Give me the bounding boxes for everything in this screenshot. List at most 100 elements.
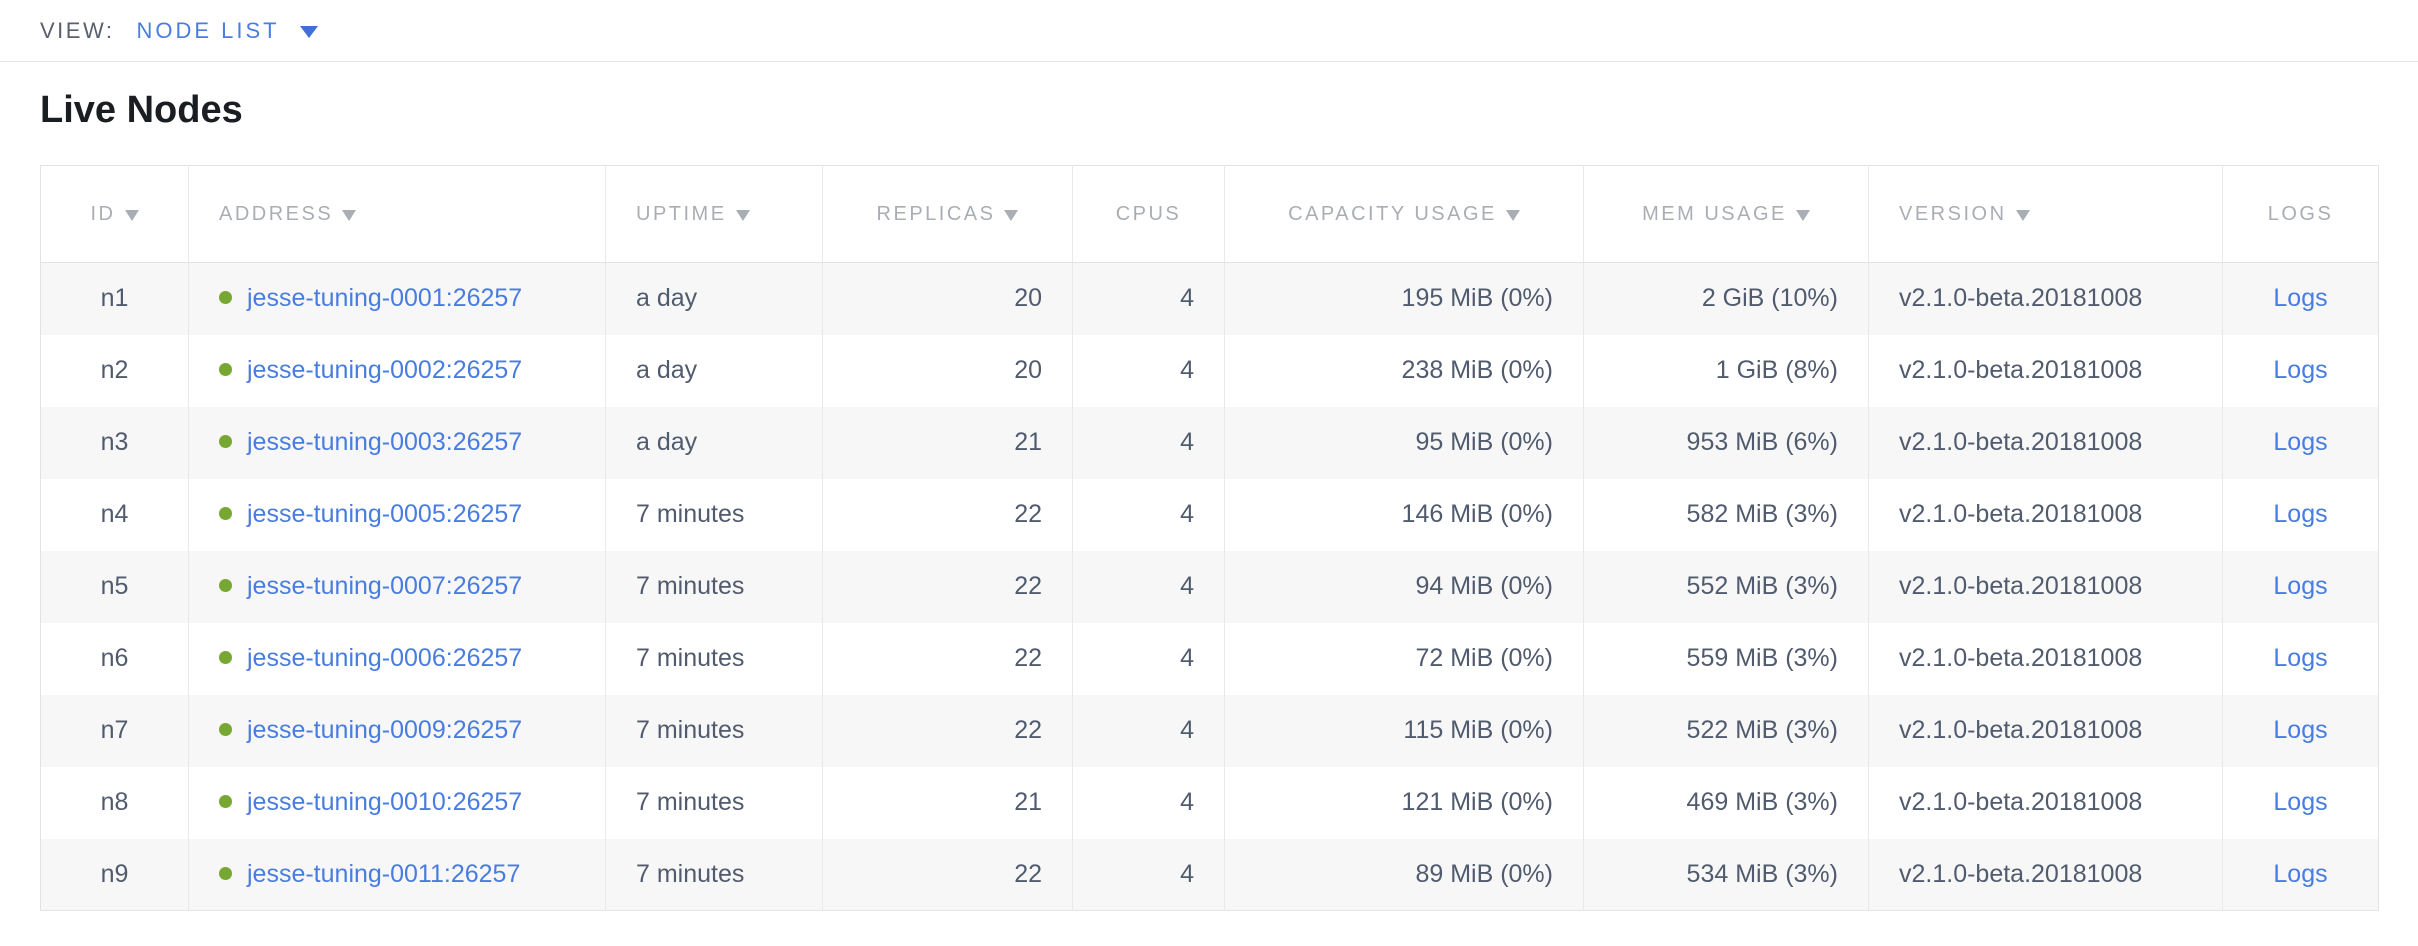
node-healthy-status-icon [219,578,232,592]
node-healthy-status-icon [219,794,232,808]
replicas-value: 21 [1014,428,1042,456]
capacity-cell: 146 MiB (0%) [1224,478,1584,551]
capacity-cell: 72 MiB (0%) [1224,622,1584,695]
uptime-value: 7 minutes [636,572,745,600]
sort-descending-icon [1004,209,1019,221]
replicas-cell: 20 [822,334,1073,407]
view-selector-dropdown[interactable]: NODE LIST [136,18,318,44]
node-address-link[interactable]: jesse-tuning-0005:26257 [247,500,523,528]
sort-descending-icon [735,209,750,221]
node-logs-link[interactable]: Logs [2273,356,2328,384]
cpus-cell: 4 [1072,478,1225,551]
cpus-value: 4 [1180,644,1194,672]
node-address-link[interactable]: jesse-tuning-0011:26257 [247,859,521,888]
uptime-cell: a day [605,334,823,407]
replicas-cell: 22 [822,694,1073,767]
capacity-cell: 238 MiB (0%) [1224,334,1584,407]
node-address-link[interactable]: jesse-tuning-0006:26257 [247,644,523,672]
node-row-n2: n2 jesse-tuning-0002:26257 a day 20 4 238 MiB… [40,334,2379,407]
sort-descending-icon [124,209,139,221]
logs-cell: Logs [2223,335,2379,407]
uptime-cell: a day [605,406,823,479]
table-header-row: ID ADDRESS UPTIME REPLICAS CPUS CAPACITY USAG… [40,165,2379,263]
replicas-cell: 22 [822,550,1073,623]
node-address-link[interactable]: jesse-tuning-0007:26257 [247,572,523,600]
cpus-cell: 4 [1072,766,1225,839]
id-cell: n7 [40,694,189,767]
node-address-link[interactable]: jesse-tuning-0009:26257 [247,716,523,744]
column-header-id[interactable]: ID [40,165,189,263]
node-logs-link[interactable]: Logs [2273,572,2328,600]
mem-value: 559 MiB (3%) [1686,644,1838,672]
view-label: VIEW: [40,17,115,43]
node-logs-link[interactable]: Logs [2273,500,2328,528]
cpus-cell: 4 [1072,262,1225,335]
node-logs-link[interactable]: Logs [2273,788,2328,816]
node-healthy-status-icon [219,650,232,664]
column-header-logs: LOGS [2222,165,2379,263]
node-address-link[interactable]: jesse-tuning-0010:26257 [247,788,523,816]
capacity-value: 146 MiB (0%) [1401,500,1553,528]
cpus-cell: 4 [1072,622,1225,695]
uptime-cell: 7 minutes [605,622,823,695]
node-healthy-status-icon [219,434,232,448]
column-header-replicas[interactable]: REPLICAS [822,165,1073,263]
cpus-value: 4 [1180,716,1194,744]
id-cell: n8 [40,766,189,839]
live-nodes-table: ID ADDRESS UPTIME REPLICAS CPUS CAPACITY USAG… [40,165,2379,911]
id-cell: n3 [40,406,189,479]
node-healthy-status-icon [219,866,232,880]
id-cell: n2 [40,334,189,407]
uptime-cell: 7 minutes [605,766,823,839]
id-value: n1 [100,284,129,313]
cpus-value: 4 [1180,500,1194,528]
sort-descending-icon [1795,209,1810,221]
address-cell: jesse-tuning-0011:26257 [188,838,606,911]
table-header: ID ADDRESS UPTIME REPLICAS CPUS CAPACITY USAG… [40,165,2379,263]
uptime-value: a day [636,356,698,384]
version-cell: v2.1.0-beta.20181008 [1868,334,2223,407]
node-address-link[interactable]: jesse-tuning-0001:26257 [247,284,523,313]
capacity-cell: 89 MiB (0%) [1224,838,1584,911]
id-cell: n1 [40,262,189,335]
column-header-address[interactable]: ADDRESS [188,165,606,263]
replicas-cell: 20 [822,262,1073,335]
address-cell: jesse-tuning-0001:26257 [188,262,606,335]
dropdown-caret-icon [299,26,318,38]
version-value: v2.1.0-beta.20181008 [1899,284,2143,313]
address-cell: jesse-tuning-0006:26257 [188,622,606,695]
replicas-cell: 22 [822,838,1073,911]
mem-value: 953 MiB (6%) [1686,428,1838,456]
capacity-cell: 115 MiB (0%) [1224,694,1584,767]
replicas-cell: 21 [822,766,1073,839]
node-logs-link[interactable]: Logs [2273,716,2328,744]
version-cell: v2.1.0-beta.20181008 [1868,622,2223,695]
column-header-mem[interactable]: MEM USAGE [1583,165,1869,263]
logs-cell: Logs [2223,695,2379,767]
sort-descending-icon [2015,209,2030,221]
cpus-value: 4 [1180,572,1194,600]
node-address-link[interactable]: jesse-tuning-0002:26257 [247,356,523,384]
column-header-cpus: CPUS [1072,165,1225,263]
node-logs-link[interactable]: Logs [2273,859,2328,888]
node-logs-link[interactable]: Logs [2273,644,2328,672]
column-header-capacity[interactable]: CAPACITY USAGE [1224,165,1584,263]
replicas-cell: 22 [822,478,1073,551]
version-cell: v2.1.0-beta.20181008 [1868,694,2223,767]
uptime-cell: 7 minutes [605,838,823,911]
cpus-value: 4 [1180,859,1194,888]
uptime-value: a day [636,428,698,456]
cpus-value: 4 [1180,356,1194,384]
node-healthy-status-icon [219,362,232,376]
column-header-version[interactable]: VERSION [1868,165,2223,263]
cpus-cell: 4 [1072,406,1225,479]
node-address-link[interactable]: jesse-tuning-0003:26257 [247,428,523,456]
node-logs-link[interactable]: Logs [2273,284,2328,313]
column-header-uptime[interactable]: UPTIME [605,165,823,263]
uptime-value: a day [636,284,698,313]
node-logs-link[interactable]: Logs [2273,428,2328,456]
column-header-label: MEM USAGE [1642,202,1787,225]
id-value: n5 [100,572,129,600]
address-cell: jesse-tuning-0009:26257 [188,694,606,767]
node-row-n7: n7 jesse-tuning-0009:26257 7 minutes 22 4 115… [40,694,2379,767]
